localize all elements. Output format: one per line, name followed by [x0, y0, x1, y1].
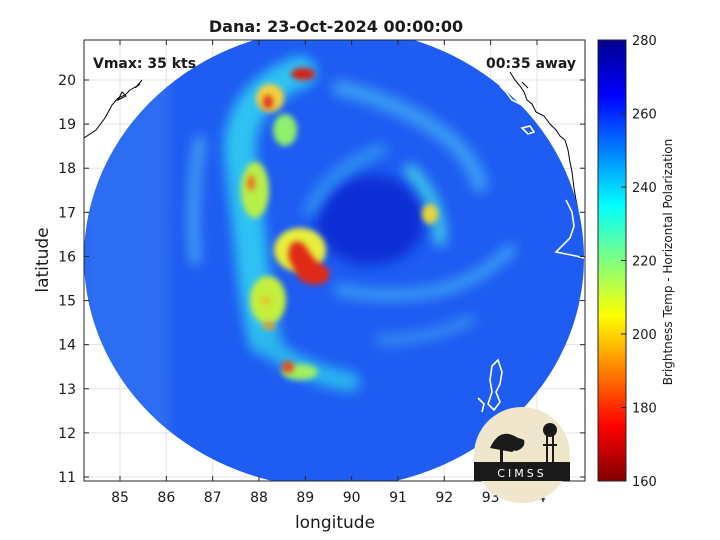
- colorbar-tick-label: 260: [632, 108, 657, 123]
- vmax-label: Vmax: 35 kts: [93, 56, 196, 72]
- x-tick-label: 91: [389, 490, 407, 506]
- colorbar-ticks: 280 260 240 220 200 180 160: [621, 34, 657, 490]
- colorbar-tick-label: 220: [632, 255, 657, 270]
- x-tick-label: 92: [435, 490, 453, 506]
- colorbar-tick-label: 200: [632, 328, 657, 343]
- time-away-label: 00:35 away: [486, 56, 576, 72]
- y-tick-label: 17: [58, 205, 76, 221]
- y-tick-label: 16: [58, 249, 76, 265]
- colorbar-tick-label: 180: [632, 402, 657, 417]
- cimss-logo-text: CIMSS: [497, 467, 546, 480]
- chart-title: Dana: 23-Oct-2024 00:00:00: [209, 17, 463, 36]
- colorbar-tick-label: 280: [632, 34, 657, 49]
- x-tick-label: 88: [250, 490, 268, 506]
- x-tick-label: 89: [296, 490, 314, 506]
- cimss-logo: CIMSS: [474, 407, 570, 503]
- y-axis-ticks: 20 19 18 17 16 15 14 13 12 11: [58, 73, 585, 486]
- y-tick-label: 19: [58, 117, 76, 133]
- x-tick-label: 86: [157, 490, 175, 506]
- brightness-temperature-swath: [84, 40, 584, 481]
- colorbar-label: Brightness Temp - Horizontal Polarizatio…: [661, 139, 675, 386]
- y-axis-label: latitude: [33, 227, 53, 292]
- x-tick-label: 87: [204, 490, 222, 506]
- plot-frame: [83, 39, 586, 482]
- x-axis-label: longitude: [295, 513, 375, 533]
- x-tick-label: 90: [343, 490, 361, 506]
- y-tick-label: 15: [58, 294, 76, 310]
- y-tick-label: 20: [58, 73, 76, 89]
- y-tick-label: 14: [58, 338, 76, 354]
- y-tick-label: 13: [58, 382, 76, 398]
- colorbar-tick-label: 240: [632, 181, 657, 196]
- coastline: [84, 71, 579, 249]
- y-tick-label: 11: [58, 470, 76, 486]
- x-tick-label: 85: [111, 490, 129, 506]
- colorbar-tick-label: 160: [632, 475, 657, 490]
- y-tick-label: 18: [58, 161, 76, 177]
- y-tick-label: 12: [58, 426, 76, 442]
